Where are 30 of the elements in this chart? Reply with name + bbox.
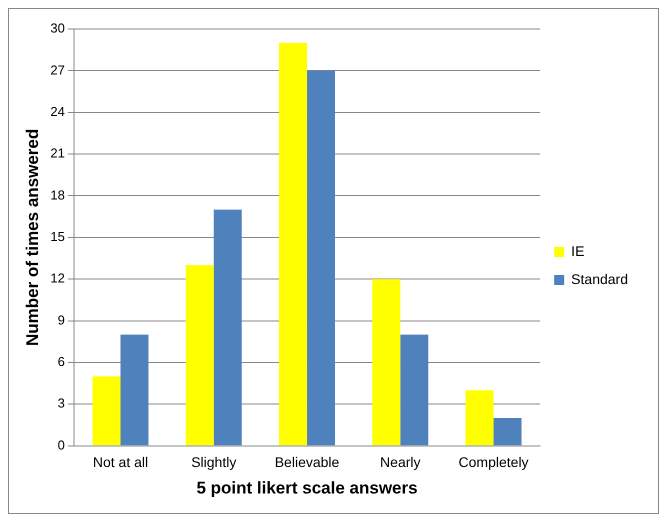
y-tick-label: 30 <box>50 20 65 36</box>
x-tick-label: Not at all <box>92 454 148 470</box>
y-tick-label: 12 <box>50 270 65 286</box>
bar <box>400 334 428 446</box>
y-tick-label: 9 <box>58 312 65 328</box>
bar <box>279 42 308 446</box>
y-tick-label: 27 <box>50 62 65 78</box>
x-tick-label: Nearly <box>380 454 421 470</box>
x-tick-label: Slightly <box>191 454 236 470</box>
x-axis-title: 5 point likert scale answers <box>196 478 418 498</box>
bar <box>307 70 335 446</box>
y-tick-label: 21 <box>50 146 65 161</box>
y-axis-title: Number of times answered <box>22 128 42 346</box>
y-tick-label: 6 <box>58 354 65 370</box>
y-tick-label: 15 <box>50 228 65 244</box>
x-tick-label: Completely <box>458 454 529 470</box>
y-tick-label: 18 <box>50 187 65 202</box>
bar <box>372 279 400 446</box>
legend-label: Standard <box>571 270 628 287</box>
legend-label: IE <box>571 242 584 259</box>
y-tick-label: 3 <box>58 396 65 411</box>
bar <box>494 418 522 446</box>
x-tick-label: Believable <box>274 454 340 470</box>
bar <box>120 334 148 446</box>
y-tick-label: 24 <box>50 104 65 119</box>
bar <box>186 265 214 446</box>
bar <box>214 210 242 446</box>
bar <box>92 376 120 446</box>
y-tick-label: 0 <box>58 437 65 452</box>
bar <box>466 390 494 446</box>
